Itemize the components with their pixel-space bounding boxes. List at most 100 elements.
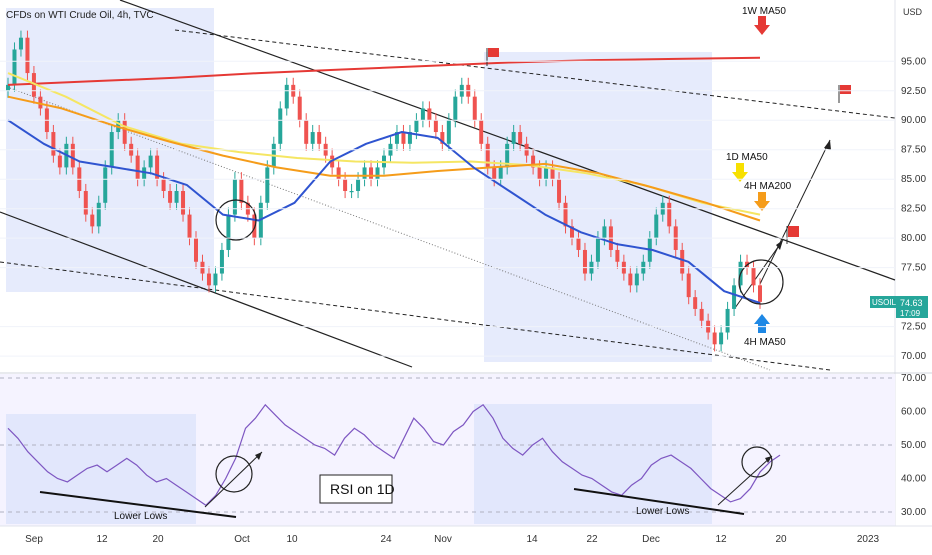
candle-body	[628, 273, 633, 286]
arrow-1d-icon	[732, 163, 748, 182]
rsi-title-box	[319, 474, 393, 504]
candle-body	[181, 191, 186, 215]
x-tick-label: 20	[775, 534, 787, 545]
x-tick-label: Dec	[642, 534, 660, 545]
highlight-box-right	[484, 52, 712, 362]
candle-body	[407, 132, 412, 144]
candle-body	[356, 179, 361, 191]
rsi-series-line	[7, 403, 781, 507]
candle-body	[155, 155, 160, 180]
candle-body	[135, 155, 140, 180]
candle-body	[453, 96, 458, 121]
y-ticks-group: 95.00 92.50 90.00 87.50 85.00 82.50 80.00 77.50…	[0, 56, 926, 362]
candle-body	[304, 120, 309, 144]
candle-body	[498, 167, 503, 180]
rsi-y-tick-label: 60.00	[901, 407, 926, 418]
candle-body	[401, 132, 406, 144]
candle-body	[680, 249, 685, 274]
candle-body	[265, 167, 270, 203]
x-tick-label: 20	[152, 534, 164, 545]
x-tick-label: 12	[96, 534, 108, 545]
label-4h-ma200: 4H MA200	[744, 181, 792, 192]
last-price-box	[896, 296, 928, 318]
rsi-y-tick-label: 50.00	[901, 440, 926, 451]
rsi-arrow-1	[204, 451, 263, 508]
arrow-4h200-icon	[754, 192, 770, 211]
x-ticks-group: Sep 12 20 Oct 10 24 Nov 14 22 Dec 12 20 2023	[25, 534, 879, 545]
lower-lows-label-2: Lower Lows	[636, 506, 689, 517]
candle-body	[712, 332, 717, 345]
circle-arrowhead-price	[776, 240, 783, 250]
lower-lows-line-2	[573, 488, 745, 515]
candle-body	[615, 249, 620, 262]
candle-body	[602, 226, 607, 239]
candle-body	[758, 285, 762, 302]
candle-body	[485, 143, 490, 168]
candle-body	[433, 120, 438, 133]
candle-body	[595, 238, 600, 262]
y-tick-label: 90.00	[901, 115, 926, 126]
candle-body	[226, 214, 231, 250]
candle-body	[70, 143, 75, 168]
y-tick-label: 95.00	[901, 56, 926, 67]
rsi-arrowhead-2	[765, 456, 772, 463]
candle-body	[531, 155, 536, 168]
circle-dec	[738, 259, 784, 305]
lower-lows-line-1	[39, 491, 237, 518]
label-4h-ma50: 4H MA50	[744, 337, 786, 348]
candle-body	[219, 249, 224, 274]
candle-body	[336, 167, 341, 180]
rsi-y-ticks-group: 70.00 60.00 50.00 40.00 30.00	[901, 373, 926, 518]
last-price: 74.63	[900, 298, 923, 308]
candle-body	[544, 167, 549, 180]
y-tick-label: 70.00	[901, 351, 926, 362]
candle-body	[194, 238, 198, 262]
candle-body	[518, 132, 523, 144]
candle-body	[576, 238, 581, 250]
rsi-y-tick-label: 70.00	[901, 373, 926, 384]
y-tick-label: 80.00	[901, 233, 926, 244]
candle-body	[479, 120, 484, 144]
candle-body	[6, 84, 10, 91]
candle-body	[427, 108, 432, 121]
candle-body	[343, 179, 348, 191]
candle-body	[161, 179, 166, 191]
candle-body	[699, 308, 704, 321]
candle-body	[278, 108, 283, 144]
label-1d-ma50: 1D MA50	[726, 152, 768, 163]
candle-body	[317, 132, 322, 144]
x-tick-label: 22	[586, 534, 598, 545]
candle-body	[550, 167, 555, 180]
candle-body	[505, 143, 510, 168]
ma-lines-group	[7, 56, 761, 304]
candle-body	[51, 132, 56, 156]
candle-body	[582, 249, 587, 274]
candle-body	[446, 120, 451, 144]
y-tick-label: 92.50	[901, 86, 926, 97]
projection-line-1	[759, 139, 831, 285]
flag-3	[786, 226, 799, 244]
y-tick-label: 87.50	[901, 145, 926, 156]
candle-body	[12, 49, 17, 85]
candle-body	[103, 167, 108, 203]
candle-body	[667, 202, 672, 227]
x-tick-label: 10	[286, 534, 298, 545]
countdown: 17:09	[900, 309, 921, 318]
candle-body	[57, 155, 62, 168]
candle-body	[420, 108, 425, 121]
x-tick-label: Nov	[434, 534, 452, 545]
label-1w-ma50: 1W MA50	[742, 6, 786, 17]
candle-body	[394, 132, 399, 144]
candle-body	[310, 132, 315, 144]
candle-body	[654, 214, 659, 239]
symbol-label: USOIL	[872, 298, 897, 307]
channel-dotted-mid	[9, 87, 771, 371]
candle-body	[719, 332, 724, 345]
candle-body	[725, 308, 730, 333]
candle-body	[122, 120, 127, 144]
rsi-arrowhead-1	[255, 452, 262, 460]
y-tick-label: 77.50	[901, 263, 926, 274]
candle-body	[414, 120, 419, 133]
